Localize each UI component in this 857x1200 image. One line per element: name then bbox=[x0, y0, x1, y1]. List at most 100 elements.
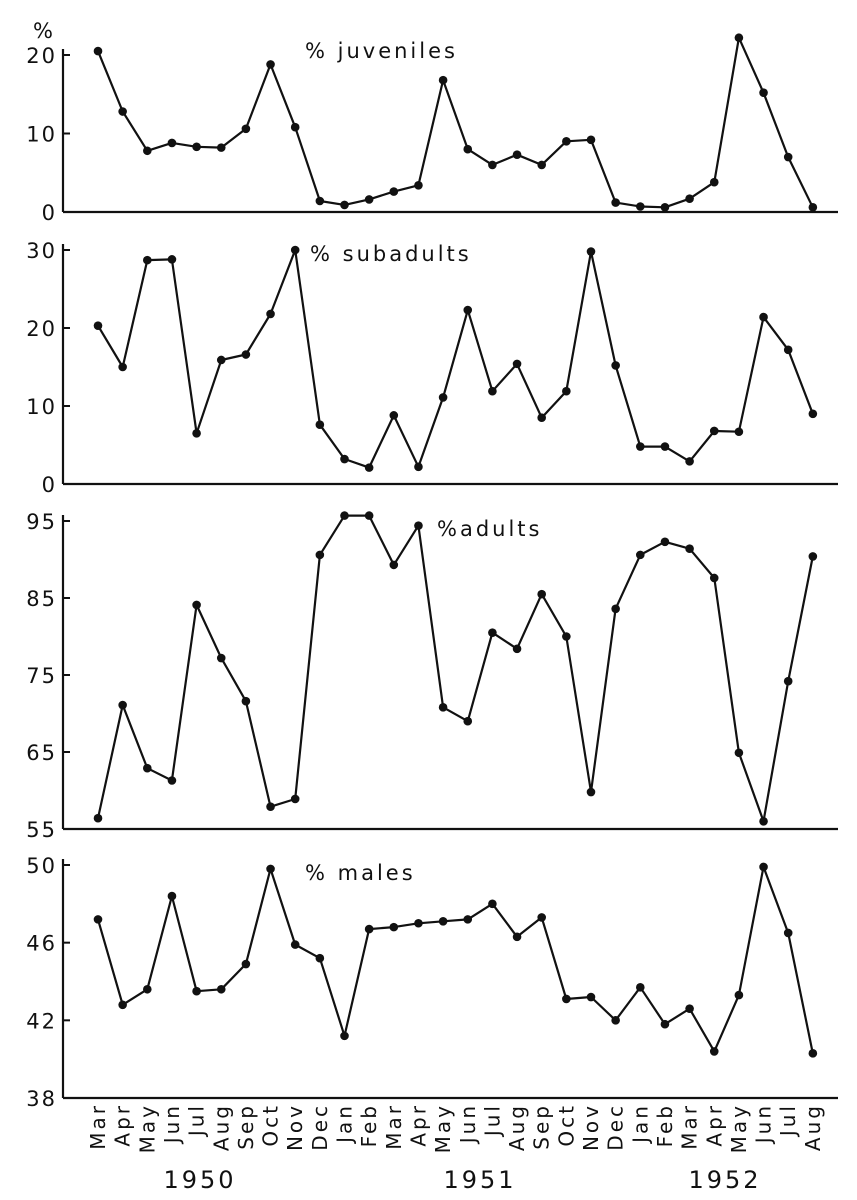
data-point bbox=[537, 589, 546, 599]
y-tick-label: 10 bbox=[26, 123, 57, 147]
data-point bbox=[167, 891, 177, 901]
data-point bbox=[192, 986, 201, 996]
data-point bbox=[364, 195, 374, 204]
y-axis-unit: % bbox=[33, 19, 55, 43]
data-point bbox=[660, 442, 670, 451]
data-point bbox=[438, 75, 448, 85]
panel-title: %adults bbox=[437, 517, 542, 541]
x-tick-label: Dec bbox=[604, 1103, 628, 1151]
panel-2: 0 10 20 30 % subadults bbox=[26, 239, 838, 497]
data-point bbox=[364, 511, 374, 520]
data-point bbox=[586, 787, 596, 797]
panel-1: 0 10 20% % juveniles bbox=[26, 19, 838, 225]
data-point bbox=[241, 959, 251, 969]
y-tick-label: 0 bbox=[42, 473, 57, 497]
x-tick-label: May bbox=[135, 1103, 159, 1153]
data-point bbox=[340, 1031, 349, 1041]
data-point bbox=[143, 763, 152, 773]
y-tick-label: 20 bbox=[26, 317, 57, 341]
data-point bbox=[636, 202, 645, 211]
data-point bbox=[438, 703, 448, 712]
data-point bbox=[389, 560, 399, 570]
x-tick-label: Jul bbox=[185, 1103, 209, 1138]
data-point bbox=[192, 600, 201, 610]
x-tick-label: Sep bbox=[530, 1103, 554, 1150]
data-point bbox=[266, 864, 275, 874]
data-point bbox=[660, 1019, 670, 1029]
panel-title: % males bbox=[305, 861, 416, 885]
y-tick-label: 38 bbox=[26, 1087, 57, 1111]
data-point bbox=[562, 137, 571, 146]
data-point bbox=[709, 426, 719, 436]
data-point bbox=[709, 573, 719, 583]
data-point bbox=[167, 138, 177, 148]
data-point bbox=[636, 550, 645, 560]
series-line bbox=[96, 36, 814, 209]
x-tick-label: Aug bbox=[801, 1103, 825, 1151]
data-point bbox=[93, 46, 103, 56]
data-point bbox=[660, 537, 670, 547]
panel-4: 38 42 46 50 % males bbox=[26, 854, 838, 1111]
y-tick-label: 75 bbox=[26, 664, 57, 688]
data-point bbox=[512, 150, 522, 159]
y-tick-label: 65 bbox=[26, 741, 57, 765]
x-tick-label: Sep bbox=[234, 1103, 258, 1150]
x-tick-label: Oct bbox=[554, 1103, 578, 1147]
data-point bbox=[266, 60, 275, 69]
panel-title: % subadults bbox=[310, 242, 472, 266]
data-point bbox=[537, 913, 546, 922]
x-tick-label: Apr bbox=[702, 1103, 726, 1147]
x-tick-label: Jun bbox=[456, 1103, 480, 1145]
data-point bbox=[118, 107, 127, 116]
x-tick-label: Feb bbox=[653, 1103, 677, 1147]
data-point bbox=[488, 160, 497, 170]
data-point bbox=[734, 990, 744, 1000]
data-point bbox=[364, 463, 374, 472]
data-point bbox=[759, 817, 768, 826]
data-point bbox=[216, 355, 226, 365]
y-tick-label: 85 bbox=[26, 587, 57, 611]
data-point bbox=[611, 361, 620, 370]
data-point bbox=[463, 305, 473, 315]
data-point bbox=[414, 918, 423, 928]
data-point bbox=[266, 802, 275, 811]
data-point bbox=[734, 33, 744, 43]
x-tick-label: Mar bbox=[678, 1103, 702, 1150]
data-point bbox=[93, 321, 103, 330]
data-point bbox=[290, 794, 300, 804]
data-point bbox=[315, 196, 325, 206]
data-point bbox=[192, 429, 201, 438]
data-point bbox=[709, 177, 719, 187]
data-point bbox=[734, 427, 744, 437]
data-point bbox=[808, 552, 818, 561]
data-point bbox=[241, 696, 251, 706]
data-point bbox=[192, 142, 201, 152]
data-point bbox=[389, 411, 399, 420]
data-point bbox=[414, 521, 423, 530]
data-point bbox=[340, 454, 349, 464]
data-point bbox=[783, 152, 793, 162]
y-tick-label: 42 bbox=[26, 1009, 57, 1033]
data-point bbox=[93, 915, 103, 924]
x-tick-label: Jan bbox=[628, 1103, 652, 1145]
x-tick-label: May bbox=[431, 1103, 455, 1153]
data-point bbox=[290, 245, 300, 255]
data-point bbox=[488, 386, 497, 396]
data-point bbox=[438, 393, 448, 402]
data-point bbox=[586, 247, 596, 256]
data-point bbox=[685, 194, 694, 203]
data-point bbox=[512, 644, 522, 654]
data-point bbox=[389, 922, 399, 932]
data-point bbox=[216, 653, 226, 663]
data-point bbox=[537, 160, 546, 170]
data-point bbox=[759, 88, 768, 97]
data-point bbox=[611, 604, 620, 614]
x-tick-label: Jul bbox=[480, 1103, 504, 1138]
data-point bbox=[216, 143, 226, 152]
x-tick-label: Apr bbox=[406, 1103, 430, 1147]
y-tick-label: 55 bbox=[26, 818, 57, 842]
y-tick-label: 10 bbox=[26, 395, 57, 419]
x-tick-label: Apr bbox=[111, 1103, 135, 1147]
x-tick-label: Mar bbox=[86, 1103, 110, 1150]
